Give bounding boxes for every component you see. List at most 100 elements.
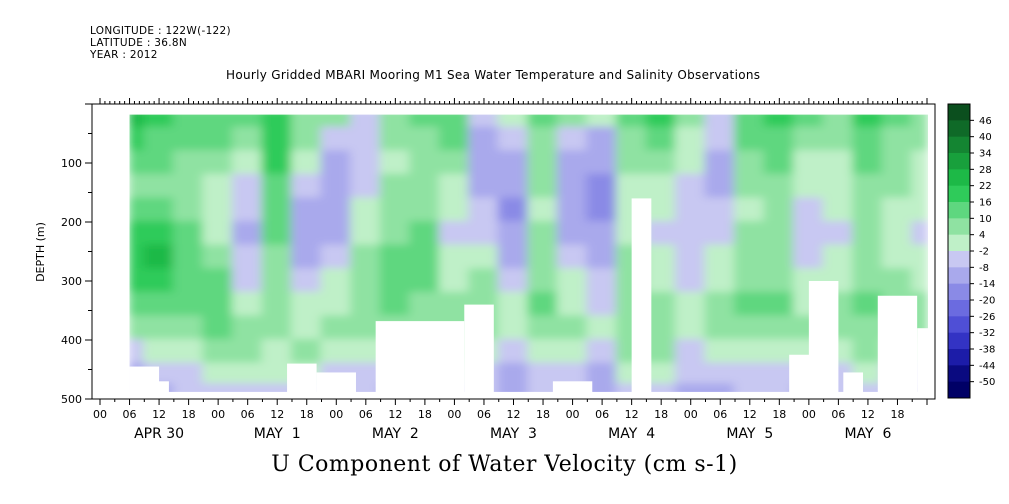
heatmap-cell xyxy=(586,339,618,365)
x-hour-label: 12 xyxy=(152,408,166,421)
heatmap-cell xyxy=(704,315,737,341)
heatmap-cell xyxy=(881,150,914,176)
heatmap-cell xyxy=(645,150,677,176)
x-day-label: MAY 5 xyxy=(726,426,773,442)
no-data-region xyxy=(287,363,317,399)
x-day-label: APR 30 xyxy=(134,426,184,442)
heatmap-cell xyxy=(202,150,234,176)
heatmap-cell xyxy=(350,362,382,386)
heatmap-cell xyxy=(202,244,234,271)
heatmap-cell xyxy=(704,362,737,386)
heatmap-cell xyxy=(497,268,530,294)
heatmap-cell xyxy=(290,291,323,318)
heatmap-cell xyxy=(497,221,530,247)
heatmap-cell xyxy=(527,291,559,318)
heatmap-cell xyxy=(674,126,707,153)
y-axis-label: DEPTH (m) xyxy=(34,222,47,282)
heatmap-cell xyxy=(143,173,175,200)
heatmap-cell xyxy=(852,150,884,176)
heatmap-cell xyxy=(911,221,928,247)
heatmap-cell xyxy=(128,197,146,223)
no-data-region xyxy=(917,328,935,399)
heatmap-cell xyxy=(128,291,146,318)
heatmap-cell xyxy=(261,244,293,271)
heatmap-cell xyxy=(763,150,796,176)
x-hour-label: 18 xyxy=(300,408,314,421)
heatmap-cell xyxy=(793,244,825,271)
heatmap-cell xyxy=(143,268,175,294)
x-hour-label: 12 xyxy=(507,408,521,421)
colorbar-label: 34 xyxy=(979,149,992,160)
heatmap-cell xyxy=(911,268,928,294)
colorbar-swatch xyxy=(948,251,970,268)
no-data-region xyxy=(92,391,935,399)
x-hour-label: 12 xyxy=(625,408,639,421)
heatmap-cell xyxy=(556,126,589,153)
x-hour-label: 06 xyxy=(359,408,373,421)
heatmap-cell xyxy=(379,244,412,271)
heatmap-cell xyxy=(290,339,323,365)
y-axis: 100 200 300 400 500 xyxy=(61,103,92,406)
x-hour-label: 06 xyxy=(241,408,255,421)
x-hour-label: 18 xyxy=(654,408,668,421)
colorbar-swatch xyxy=(948,349,970,366)
heatmap-cell xyxy=(527,315,559,341)
heatmap-cell xyxy=(586,315,618,341)
heatmap-cell xyxy=(143,291,175,318)
heatmap-cell xyxy=(261,197,293,223)
x-day-label: MAY 4 xyxy=(608,426,655,442)
heatmap-cell xyxy=(202,268,234,294)
heatmap-cell xyxy=(734,221,766,247)
x-hour-label: 00 xyxy=(93,408,107,421)
heatmap-cell xyxy=(409,150,441,176)
heatmap-cell xyxy=(350,244,382,271)
heatmap-cell xyxy=(763,173,796,200)
heatmap-cell xyxy=(409,244,441,271)
heatmap-cell xyxy=(822,126,855,153)
heatmap-cell xyxy=(556,221,589,247)
heatmap-cell xyxy=(350,150,382,176)
heatmap-cell xyxy=(527,173,559,200)
heatmap-cell xyxy=(645,362,677,386)
heatmap-cell xyxy=(202,315,234,341)
heatmap-cell xyxy=(527,150,559,176)
heatmap-cell xyxy=(128,315,146,341)
heatmap-cell xyxy=(172,339,205,365)
colorbar-swatch xyxy=(948,234,970,252)
x-hour-label: 12 xyxy=(388,408,402,421)
heatmap-cell xyxy=(409,221,441,247)
x-hour-label: 12 xyxy=(270,408,284,421)
heatmap-cell xyxy=(822,197,855,223)
heatmap-cell xyxy=(556,244,589,271)
heatmap-cell xyxy=(261,362,293,386)
heatmap-cell xyxy=(320,150,353,176)
heatmap-cell xyxy=(409,126,441,153)
colorbar-label: -38 xyxy=(979,345,995,356)
heatmap-cell xyxy=(143,197,175,223)
no-data-region xyxy=(316,372,356,399)
heatmap-cell xyxy=(793,173,825,200)
longitude-label: LONGITUDE : 122W(-122) xyxy=(90,25,231,37)
heatmap-cell xyxy=(556,315,589,341)
heatmap-cell xyxy=(172,291,205,318)
heatmap-cell xyxy=(468,197,500,223)
heatmap-cell xyxy=(704,339,737,365)
no-data-region xyxy=(631,198,652,399)
heatmap-cell xyxy=(143,126,175,153)
heatmap-cell xyxy=(379,150,412,176)
heatmap-cell xyxy=(231,173,264,200)
x-hour-label: 06 xyxy=(123,408,137,421)
colorbar-swatch xyxy=(948,300,970,317)
heatmap-cells xyxy=(128,108,928,399)
heatmap-cell xyxy=(350,268,382,294)
heatmap-cell xyxy=(734,268,766,294)
heatmap-cell xyxy=(143,339,175,365)
heatmap-cell xyxy=(674,197,707,223)
heatmap-cell xyxy=(320,339,353,365)
colorbar-label: -44 xyxy=(979,361,995,372)
heatmap-cell xyxy=(231,362,264,386)
heatmap-cell xyxy=(290,126,323,153)
heatmap-cell xyxy=(763,126,796,153)
heatmap-cell xyxy=(527,339,559,365)
